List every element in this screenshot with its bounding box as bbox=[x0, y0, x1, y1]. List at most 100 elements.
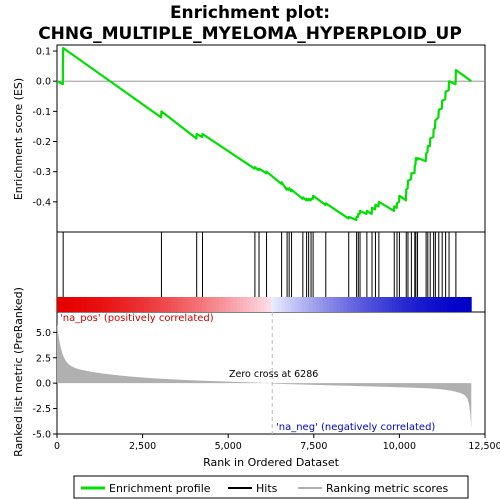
colorbar-segment bbox=[139, 297, 144, 312]
colorbar-segment bbox=[108, 297, 113, 312]
neg-correlated-label: 'na_neg' (negatively correlated) bbox=[276, 422, 435, 433]
x-axis-label: Rank in Ordered Dataset bbox=[203, 456, 340, 469]
colorbar-segment bbox=[271, 297, 275, 312]
colorbar-segment bbox=[239, 297, 244, 312]
colorbar-segment bbox=[398, 297, 403, 312]
x-tick-label: 7,500 bbox=[300, 441, 327, 452]
colorbar-segment bbox=[364, 297, 369, 312]
colorbar-segment bbox=[84, 297, 89, 312]
colorbar-segment bbox=[419, 297, 424, 312]
colorbar-segment bbox=[315, 297, 320, 312]
colorbar-segment bbox=[381, 297, 386, 312]
colorbar-segment bbox=[63, 297, 68, 312]
colorbar-segment bbox=[229, 297, 234, 312]
colorbar-segment bbox=[422, 297, 427, 312]
colorbar-segment bbox=[122, 297, 127, 312]
legend-label-enrichment: Enrichment profile bbox=[109, 482, 211, 495]
colorbar-segment bbox=[350, 297, 355, 312]
colorbar-segment bbox=[233, 297, 237, 312]
colorbar-segment bbox=[101, 297, 106, 312]
colorbar-segment bbox=[174, 297, 179, 312]
colorbar-segment bbox=[188, 297, 193, 312]
colorbar-segment bbox=[60, 297, 65, 312]
colorbar-segment bbox=[222, 297, 227, 312]
colorbar-segment bbox=[457, 297, 462, 312]
colorbar-segment bbox=[384, 297, 389, 312]
colorbar-segment bbox=[326, 297, 331, 312]
colorbar-segment bbox=[391, 297, 396, 312]
x-tick-label: 12,500 bbox=[468, 441, 500, 452]
rank-colorbar bbox=[57, 297, 472, 312]
legend: Enrichment profile Hits Ranking metric s… bbox=[73, 475, 469, 499]
colorbar-segment bbox=[426, 297, 431, 312]
colorbar-segment bbox=[205, 297, 210, 312]
colorbar-segment bbox=[105, 297, 110, 312]
colorbar-segment bbox=[246, 297, 251, 312]
colorbar-segment bbox=[357, 297, 362, 312]
colorbar-segment bbox=[98, 297, 103, 312]
colorbar-segment bbox=[67, 297, 72, 312]
colorbar-segment bbox=[309, 297, 313, 312]
colorbar-segment bbox=[136, 297, 141, 312]
colorbar-segment bbox=[284, 297, 289, 312]
colorbar-segment bbox=[250, 297, 255, 312]
colorbar-segment bbox=[143, 297, 148, 312]
colorbar-segment bbox=[447, 297, 451, 312]
colorbar-segment bbox=[91, 297, 96, 312]
colorbar-segment bbox=[267, 297, 272, 312]
colorbar-segment bbox=[70, 297, 75, 312]
colorbar-segment bbox=[215, 297, 220, 312]
es-profile-line bbox=[56, 46, 472, 222]
es-y-tick-label: -0.1 bbox=[32, 107, 51, 118]
colorbar-segment bbox=[146, 297, 151, 312]
colorbar-segment bbox=[467, 297, 472, 312]
colorbar-segment bbox=[464, 297, 469, 312]
metric-area-group bbox=[57, 312, 472, 434]
colorbar-segment bbox=[198, 297, 203, 312]
colorbar-segment bbox=[319, 297, 324, 312]
es-y-tick-label: -0.2 bbox=[32, 137, 51, 148]
colorbar-segment bbox=[153, 297, 158, 312]
colorbar-segment bbox=[322, 297, 327, 312]
legend-box bbox=[73, 475, 469, 499]
colorbar-segment bbox=[353, 297, 358, 312]
colorbar-segment bbox=[298, 297, 303, 312]
metric-y-tick-label: 0.0 bbox=[36, 379, 51, 390]
colorbar-segment bbox=[208, 297, 213, 312]
colorbar-segment bbox=[329, 297, 334, 312]
metric-panel bbox=[56, 311, 486, 435]
colorbar-segment bbox=[433, 297, 438, 312]
colorbar-segment bbox=[405, 297, 410, 312]
colorbar-segment bbox=[416, 297, 420, 312]
x-tick-label: 2,500 bbox=[129, 441, 156, 452]
colorbar-segment bbox=[374, 297, 379, 312]
y-axis-label-metric: Ranked list metric (PreRanked) bbox=[12, 287, 25, 457]
colorbar-segment bbox=[450, 297, 455, 312]
colorbar-segment bbox=[219, 297, 224, 312]
colorbar-segment bbox=[340, 297, 344, 312]
colorbar-segment bbox=[429, 297, 434, 312]
colorbar-segment bbox=[115, 297, 120, 312]
chart-title-line2: CHNG_MULTIPLE_MYELOMA_HYPERPLOID_UP bbox=[38, 24, 462, 44]
colorbar-segment bbox=[402, 297, 407, 312]
x-axis-ticks: 0 2,500 5,000 7,500 10,000 12,500 bbox=[54, 434, 500, 452]
es-y-tick-label: -0.3 bbox=[32, 167, 51, 178]
pos-correlated-label: 'na_pos' (positively correlated) bbox=[60, 313, 214, 324]
hit-markers bbox=[62, 232, 457, 297]
colorbar-segment bbox=[202, 297, 206, 312]
colorbar-segment bbox=[281, 297, 286, 312]
colorbar-segment bbox=[378, 297, 382, 312]
colorbar-segment bbox=[343, 297, 348, 312]
colorbar-segment bbox=[112, 297, 117, 312]
colorbar-segment bbox=[454, 297, 458, 312]
colorbar-segment bbox=[360, 297, 365, 312]
colorbar-segment bbox=[88, 297, 92, 312]
colorbar-segment bbox=[302, 297, 306, 312]
colorbar-segment bbox=[191, 297, 196, 312]
colorbar-segment bbox=[150, 297, 155, 312]
colorbar-segment bbox=[253, 297, 258, 312]
colorbar-segment bbox=[333, 297, 338, 312]
chart-title-line1: Enrichment plot: bbox=[170, 3, 330, 23]
legend-label-hits: Hits bbox=[256, 482, 278, 495]
